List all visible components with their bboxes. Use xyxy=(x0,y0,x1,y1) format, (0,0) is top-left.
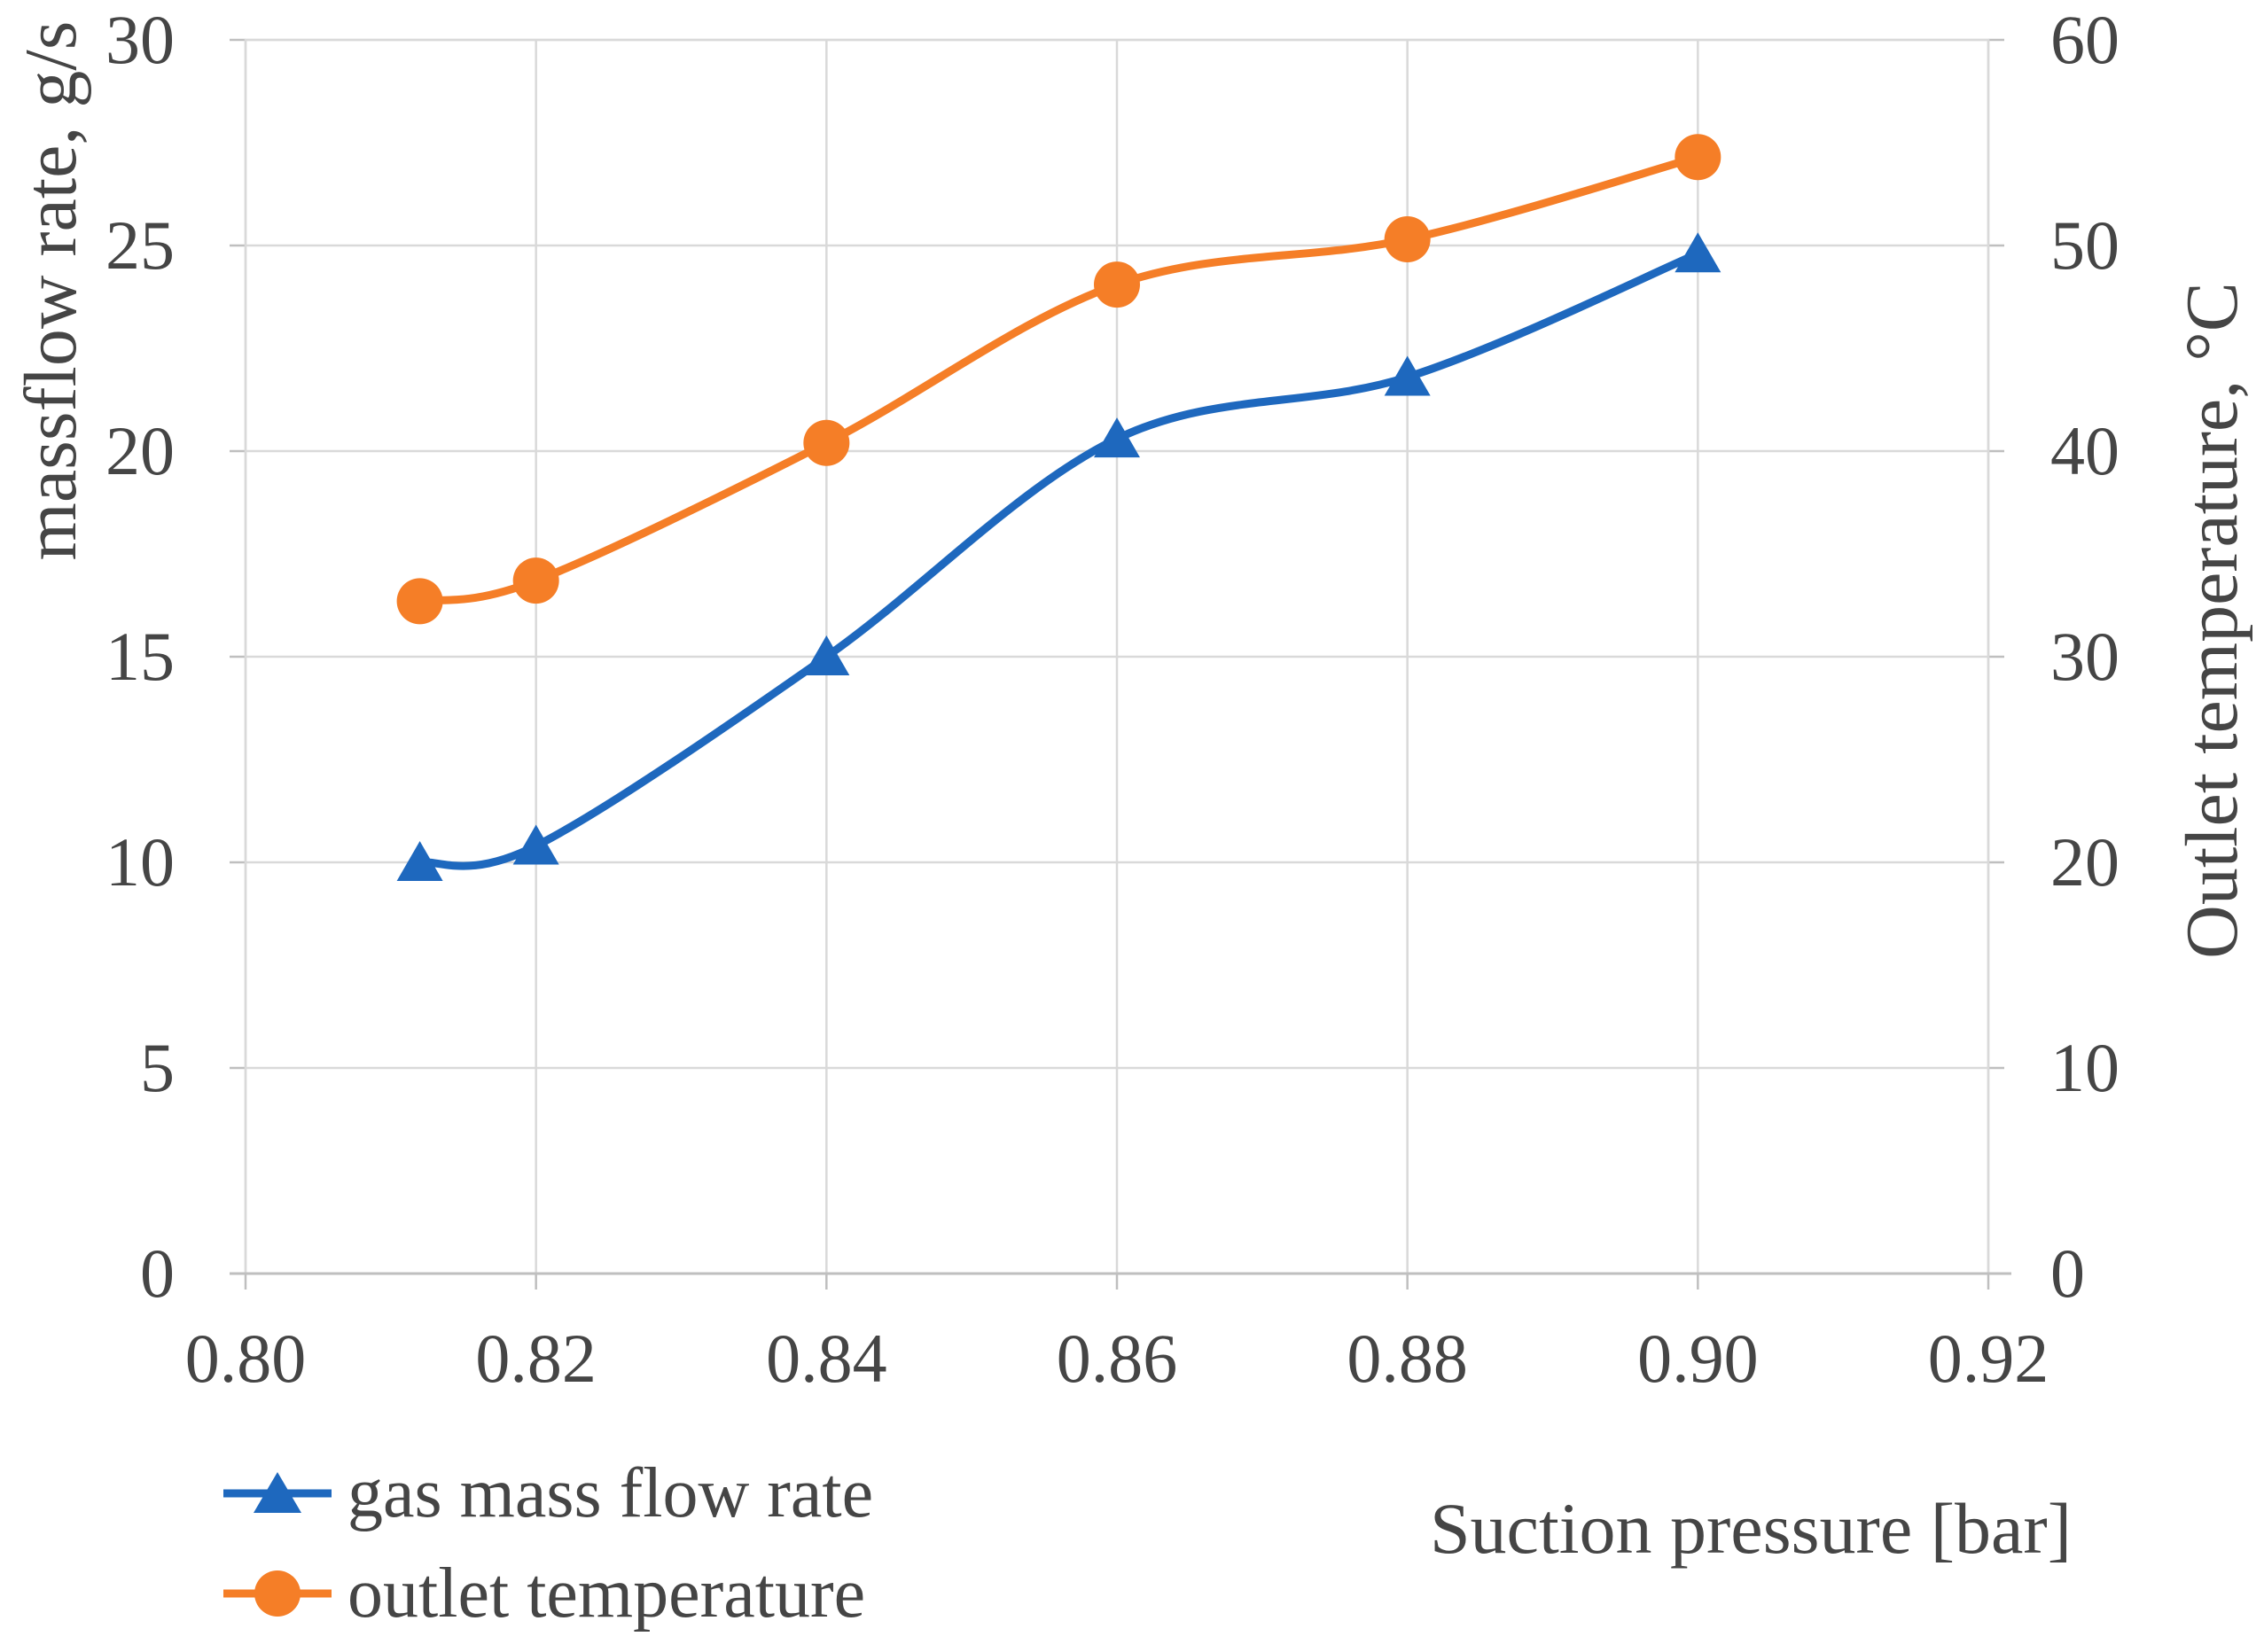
y-right-tick: 20 xyxy=(2050,823,2120,900)
y-left-tick: 15 xyxy=(105,618,175,695)
y-right-tick: 50 xyxy=(2050,206,2120,284)
x-tick: 0.92 xyxy=(1927,1320,2049,1397)
x-tick: 0.84 xyxy=(766,1320,887,1397)
y-right-tick: 0 xyxy=(2050,1235,2085,1312)
legend-item: outlet temperature xyxy=(220,1556,865,1631)
y-right-tick: 40 xyxy=(2050,412,2120,489)
y-left-tick: 0 xyxy=(140,1235,175,1312)
y-right-tick: 60 xyxy=(2050,1,2120,78)
y-right-tick: 10 xyxy=(2050,1029,2120,1106)
y-left-axis-title: massflow rate, g/s xyxy=(10,20,92,561)
y-right-axis-title: Outlet temperature, °C xyxy=(2171,282,2253,959)
legend-item: gas mass flow rate xyxy=(220,1456,873,1531)
x-tick: 0.90 xyxy=(1637,1320,1759,1397)
y-left-tick: 30 xyxy=(105,1,175,78)
x-tick: 0.80 xyxy=(184,1320,307,1397)
legend-label: gas mass flow rate xyxy=(347,1454,874,1532)
x-tick: 0.86 xyxy=(1056,1320,1178,1397)
y-left-tick: 10 xyxy=(105,823,175,900)
x-tick: 0.82 xyxy=(475,1320,597,1397)
legend-label: outlet temperature xyxy=(347,1555,866,1633)
y-right-tick: 30 xyxy=(2050,618,2120,695)
legend-marker-circle-icon xyxy=(223,1570,332,1617)
x-axis-title: Suction pressure [bar] xyxy=(1429,1488,2073,1569)
x-tick: 0.88 xyxy=(1347,1320,1468,1397)
legend-marker-triangle-icon xyxy=(223,1472,332,1513)
y-left-tick: 5 xyxy=(140,1029,175,1106)
y-left-tick: 20 xyxy=(105,412,175,489)
y-left-tick: 25 xyxy=(105,206,175,284)
